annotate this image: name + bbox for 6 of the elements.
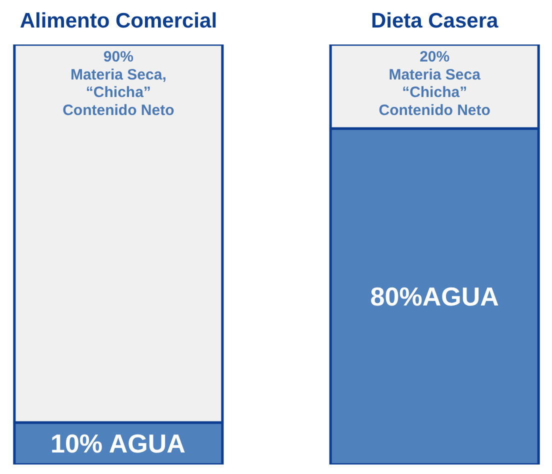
data-label: 10% AGUA [50, 428, 186, 458]
x-tick-label: Alimento Comercial [20, 10, 218, 32]
data-label: 80%AGUA [370, 282, 500, 312]
data-label: 20% Materia Seca “Chicha” Contenido Neto [378, 48, 490, 120]
data-label: 90% Materia Seca, “Chicha” Contenido Neto [62, 48, 174, 120]
x-tick-label: Dieta Casera [370, 10, 499, 32]
